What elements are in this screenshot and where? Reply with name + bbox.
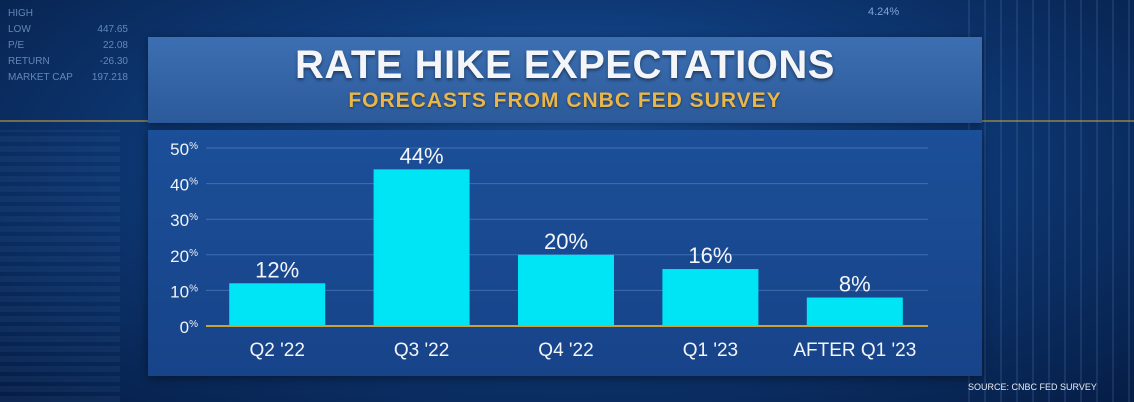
background-corner-value: 4.24%: [868, 6, 900, 18]
ticker-value: -26.30: [99, 56, 128, 67]
bar-value-label: 12%: [255, 257, 299, 282]
ticker-row: HIGH: [8, 6, 128, 22]
ticker-label: LOW: [8, 24, 31, 35]
ticker-row: LOW 447.65: [8, 22, 128, 38]
x-category-label: Q3 '22: [394, 340, 449, 361]
chart-subtitle: FORECASTS FROM CNBC FED SURVEY: [348, 89, 782, 112]
background-ticker: HIGH LOW 447.65 P/E 22.08 RETURN -26.30 MAR…: [8, 6, 128, 86]
ticker-value: 197.218: [91, 72, 128, 83]
bar-chart: 0% 10% 20% 30% 40% 50% 12% Q2 '22 44% Q3 '22 20% Q4…: [170, 140, 928, 361]
ticker-value: 447.65: [97, 24, 128, 35]
chart-panel: [148, 130, 982, 376]
bar: [518, 254, 614, 326]
source-note: SOURCE: CNBC FED SURVEY: [968, 382, 1097, 392]
y-tick-label: 40%: [170, 176, 198, 195]
y-tick-label: 0%: [180, 318, 198, 337]
title-panel: RATE HIKE EXPECTATIONS FORECASTS FROM CN…: [148, 37, 982, 123]
x-category-label: AFTER Q1 '23: [793, 340, 916, 361]
ticker-value: 22.08: [102, 40, 128, 51]
bar-value-label: 8%: [839, 272, 871, 297]
bar: [229, 283, 326, 326]
ticker-row: P/E 22.08: [8, 38, 128, 54]
x-category-label: Q2 '22: [250, 340, 305, 361]
ticker-row: MARKET CAP 197.218: [8, 70, 128, 86]
ticker-row: RETURN -26.30: [8, 54, 128, 70]
ticker-label: RETURN: [8, 56, 50, 67]
chart-title: RATE HIKE EXPECTATIONS: [295, 43, 835, 87]
ticker-label: MARKET CAP: [8, 72, 73, 83]
ticker-label: P/E: [8, 40, 25, 51]
background-texture: [0, 130, 120, 402]
bar: [662, 269, 759, 326]
background-chart-stripes: [954, 0, 1134, 402]
y-tick-label: 10%: [170, 282, 198, 301]
bar: [806, 297, 903, 326]
y-tick-label: 50%: [170, 140, 198, 159]
x-category-label: Q4 '22: [538, 340, 593, 361]
x-category-label: Q1 '23: [683, 340, 738, 361]
bar-value-label: 20%: [544, 229, 588, 254]
bar-value-label: 44%: [400, 143, 444, 168]
y-tick-label: 20%: [170, 247, 198, 266]
y-tick-label: 30%: [170, 211, 198, 230]
ticker-label: HIGH: [8, 8, 33, 19]
bar-value-label: 16%: [688, 243, 732, 268]
bar: [373, 169, 470, 326]
